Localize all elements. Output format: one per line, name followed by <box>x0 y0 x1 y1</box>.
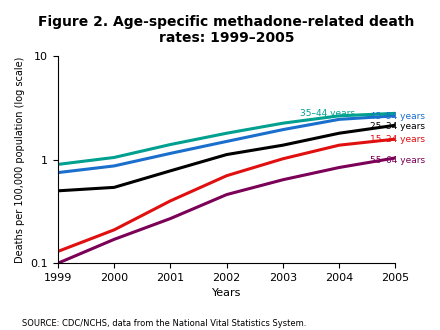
Text: 25–34 years: 25–34 years <box>370 122 425 131</box>
Text: 35–44 years: 35–44 years <box>300 109 355 117</box>
Text: SOURCE: CDC/NCHS, data from the National Vital Statistics System.: SOURCE: CDC/NCHS, data from the National… <box>22 319 306 328</box>
X-axis label: Years: Years <box>212 288 242 299</box>
Text: 45–54 years: 45–54 years <box>370 112 425 121</box>
Text: 55–64 years: 55–64 years <box>370 156 425 165</box>
Y-axis label: Deaths per 100,000 population (log scale): Deaths per 100,000 population (log scale… <box>15 56 25 263</box>
Text: 15–24 years: 15–24 years <box>370 135 425 145</box>
Title: Figure 2. Age-specific methadone-related death
rates: 1999–2005: Figure 2. Age-specific methadone-related… <box>38 15 415 45</box>
